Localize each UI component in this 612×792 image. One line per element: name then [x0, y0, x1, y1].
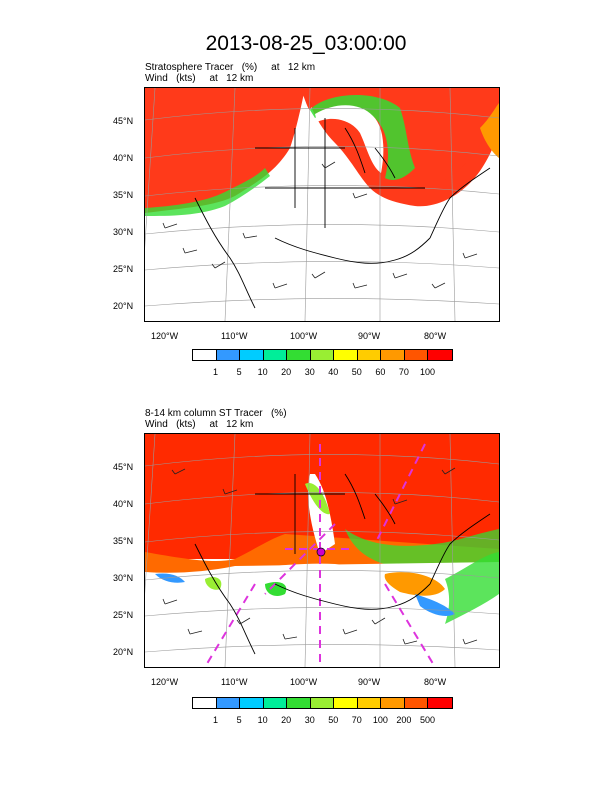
colorbar-label: 5	[236, 367, 242, 377]
colorbar-swatch	[192, 349, 217, 361]
colorbar-label: 100	[419, 367, 435, 377]
colorbar-label: 50	[351, 367, 362, 377]
panel1-lat-20: 20°N	[113, 301, 134, 311]
colorbar-swatch	[286, 697, 311, 709]
colorbar-label: 100	[372, 715, 388, 725]
map-panel-top	[144, 87, 500, 322]
colorbar-swatch	[356, 349, 382, 361]
colorbar-top-labels: 1 5 10 20 30 40 50 60 70 100	[192, 367, 451, 379]
colorbar-swatch	[380, 697, 405, 709]
panel2-subtitle-2: Wind (kts) at 12 km	[145, 419, 254, 430]
colorbar-label: 10	[257, 367, 268, 377]
colorbar-swatch	[403, 349, 429, 361]
colorbar-swatch	[309, 349, 335, 361]
colorbar-label: 20	[281, 715, 292, 725]
colorbar-swatch	[215, 349, 241, 361]
panel2-lat-40: 40°N	[113, 499, 134, 509]
colorbar-label: 200	[396, 715, 412, 725]
colorbar-label: 20	[281, 367, 292, 377]
map-top-svg	[145, 88, 499, 321]
panel2-lat-25: 25°N	[113, 610, 134, 620]
colorbar-swatch	[380, 349, 405, 361]
panel1-lon-80: 80°W	[424, 331, 447, 341]
panel2-lon-90: 90°W	[358, 677, 381, 687]
colorbar-swatch	[427, 349, 453, 361]
colorbar-swatch	[333, 349, 358, 361]
map-panel-bottom	[144, 433, 500, 668]
panel2-lon-100: 100°W	[290, 677, 318, 687]
colorbar-swatch	[192, 697, 217, 709]
colorbar-label: 40	[328, 367, 339, 377]
panel1-lat-45: 45°N	[113, 116, 134, 126]
colorbar-bottom	[192, 697, 453, 709]
colorbar-swatch	[262, 349, 288, 361]
panel2-lat-45: 45°N	[113, 462, 134, 472]
colorbar-label: 70	[351, 715, 362, 725]
panel2-lon-110: 110°W	[221, 677, 248, 687]
colorbar-label: 30	[304, 715, 315, 725]
colorbar-swatch	[356, 697, 382, 709]
panel2-lat-30: 30°N	[113, 573, 134, 583]
colorbar-swatch	[286, 349, 311, 361]
colorbar-label: 5	[236, 715, 242, 725]
panel2-lon-80: 80°W	[424, 677, 447, 687]
panel1-subtitle-1: Stratosphere Tracer (%) at 12 km	[145, 62, 316, 73]
panel1-subtitle-2: Wind (kts) at 12 km	[145, 73, 254, 84]
colorbar-label: 70	[398, 367, 409, 377]
panel1-lon-100: 100°W	[290, 331, 318, 341]
colorbar-swatch	[239, 697, 264, 709]
colorbar-swatch	[403, 697, 429, 709]
colorbar-label: 30	[304, 367, 315, 377]
colorbar-swatch	[309, 697, 335, 709]
panel1-lon-90: 90°W	[358, 331, 381, 341]
colorbar-label: 60	[375, 367, 386, 377]
colorbar-label: 10	[257, 715, 268, 725]
panel1-lat-30: 30°N	[113, 227, 134, 237]
map-bottom-svg	[145, 434, 499, 667]
colorbar-bottom-labels: 1 5 10 20 30 50 70 100 200 500	[192, 715, 451, 727]
colorbar-label: 1	[213, 715, 219, 725]
panel2-lat-20: 20°N	[113, 647, 134, 657]
colorbar-top	[192, 349, 453, 361]
panel2-lon-120: 120°W	[151, 677, 179, 687]
colorbar-swatch	[215, 697, 241, 709]
colorbar-swatch	[427, 697, 453, 709]
colorbar-swatch	[239, 349, 264, 361]
panel1-lat-40: 40°N	[113, 153, 134, 163]
page-title: 2013-08-25_03:00:00	[205, 32, 407, 55]
panel1-lat-25: 25°N	[113, 264, 134, 274]
colorbar-label: 1	[213, 367, 219, 377]
colorbar-swatch	[333, 697, 358, 709]
panel2-subtitle-1: 8-14 km column ST Tracer (%)	[145, 408, 287, 419]
panel1-lat-35: 35°N	[113, 190, 134, 200]
panel2-lat-35: 35°N	[113, 536, 134, 546]
panel1-lon-120: 120°W	[151, 331, 179, 341]
colorbar-label: 500	[419, 715, 435, 725]
colorbar-label: 50	[328, 715, 339, 725]
panel1-lon-110: 110°W	[221, 331, 248, 341]
colorbar-swatch	[262, 697, 288, 709]
